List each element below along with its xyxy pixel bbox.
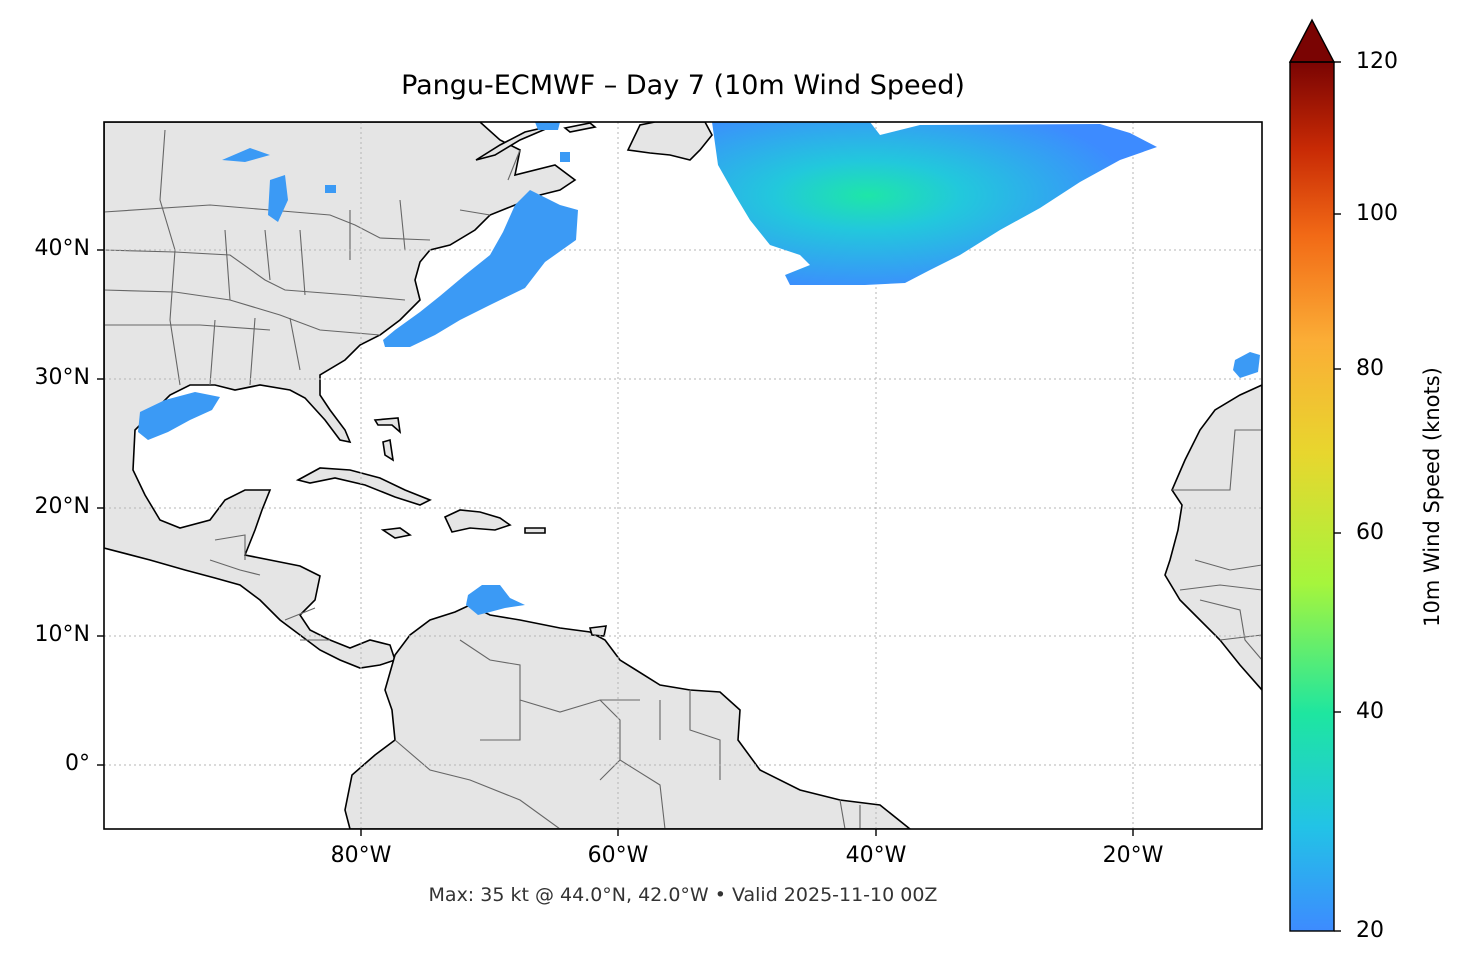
colorbar-axis-label: 10m Wind Speed (knots) [1420, 367, 1444, 627]
colorbar-tick-label: 40 [1356, 699, 1384, 724]
lat-tick-label: 10°N [34, 622, 90, 647]
anticosti-land [563, 122, 597, 133]
lat-tick-label: 0° [65, 751, 90, 776]
map-footer-caption: Max: 35 kt @ 44.0°N, 42.0°W • Valid 2025… [428, 884, 938, 906]
newfoundland-land [626, 122, 713, 161]
wind-speed-field [138, 122, 1260, 615]
colorbar-tick-label: 80 [1356, 356, 1384, 381]
wind-region-east-atlantic [1233, 352, 1260, 378]
wind-region-gulf-st-lawrence [535, 122, 570, 162]
borders-layer [104, 129, 1262, 829]
africa-land [1164, 384, 1262, 692]
puerto-rico-land [524, 527, 546, 534]
colorbar-tick-label: 120 [1356, 49, 1398, 74]
wind-region-north-atlantic [712, 122, 1157, 285]
lon-tick-label: 80°W [330, 843, 392, 868]
colorbar-tick-label: 100 [1356, 201, 1398, 226]
lat-tick-label: 20°N [34, 494, 90, 519]
south-america-land [344, 604, 912, 829]
colorbar-extend-arrow [1288, 18, 1336, 63]
colorbar-gradient [1290, 62, 1334, 931]
bahamas-land [373, 417, 402, 435]
wind-region-us-east-coast [383, 190, 578, 347]
colorbar-tick-label: 20 [1356, 918, 1384, 943]
lat-tick-label: 40°N [34, 236, 90, 261]
wind-region-caribbean [466, 585, 525, 615]
hispaniola-land [443, 509, 512, 533]
jamaica-land [380, 527, 412, 539]
land-layer [104, 122, 1262, 829]
colorbar-frame [1289, 61, 1335, 932]
map-title: Pangu-ECMWF – Day 7 (10m Wind Speed) [401, 70, 965, 101]
gridlines [104, 122, 1262, 829]
lon-tick-label: 40°W [845, 843, 907, 868]
colorbar [1288, 18, 1341, 932]
map-frame [103, 121, 1263, 830]
map-area [104, 122, 1262, 829]
north-america-land [104, 122, 577, 669]
bahamas-land-2 [382, 438, 395, 462]
lon-tick-label: 60°W [587, 843, 649, 868]
axis-ticks [97, 249, 1134, 836]
wind-region-great-lakes [222, 148, 336, 222]
wind-region-gulf [138, 392, 220, 440]
cuba-land [295, 467, 432, 506]
trinidad-land [588, 625, 608, 637]
lon-tick-label: 20°W [1102, 843, 1164, 868]
colorbar-tick-label: 60 [1356, 520, 1384, 545]
lat-tick-label: 30°N [34, 365, 90, 390]
colorbar-ticks [1334, 61, 1341, 932]
